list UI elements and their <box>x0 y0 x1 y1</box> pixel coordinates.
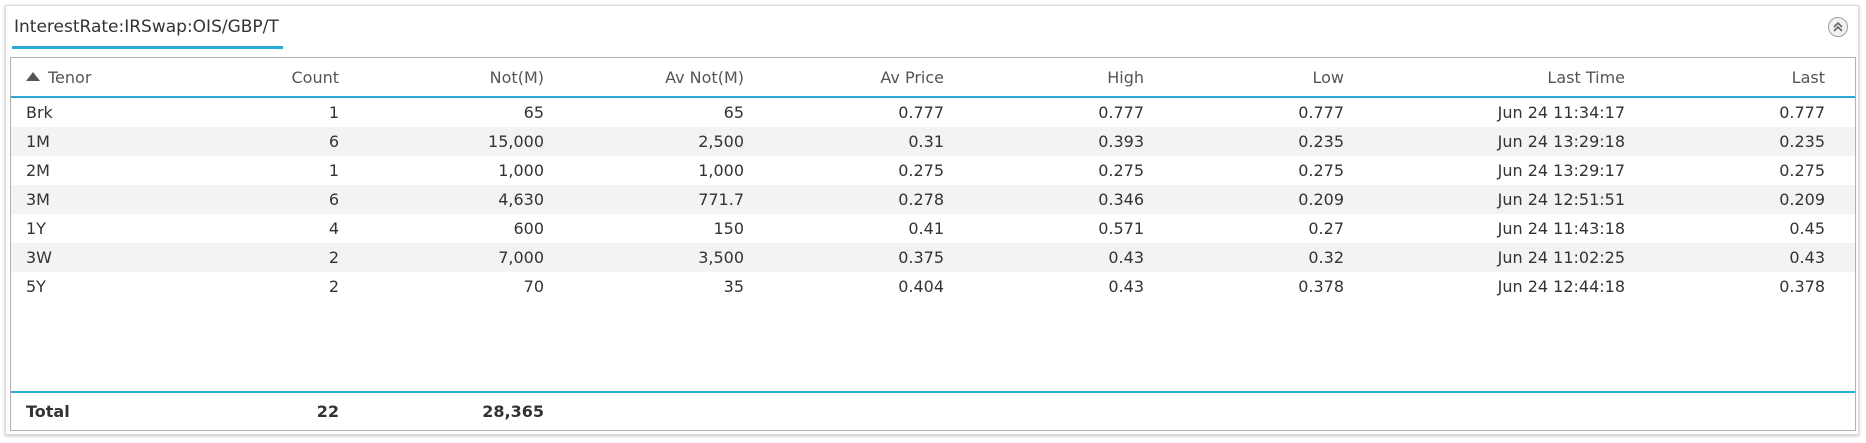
table-row[interactable]: 3M 6 4,630 771.7 0.278 0.346 0.209 Jun 24 12:51… <box>11 185 1855 214</box>
cell-last: 0.43 <box>1789 248 1825 267</box>
collapse-up-icon[interactable] <box>1828 17 1848 37</box>
cell-last-time: Jun 24 13:29:18 <box>1497 132 1625 151</box>
cell-count: 2 <box>328 277 339 296</box>
cell-tenor: 1M <box>26 132 50 151</box>
column-header-high[interactable]: High <box>1107 67 1144 87</box>
cell-not: 4,630 <box>498 190 544 209</box>
cell-count: 6 <box>328 132 339 151</box>
total-not: 28,365 <box>482 402 544 421</box>
cell-last-time: Jun 24 13:29:17 <box>1497 161 1625 180</box>
cell-low: 0.275 <box>1298 161 1344 180</box>
cell-last: 0.209 <box>1779 190 1825 209</box>
cell-high: 0.393 <box>1098 132 1144 151</box>
cell-last: 0.275 <box>1779 161 1825 180</box>
cell-tenor: Brk <box>26 103 53 122</box>
cell-low: 0.209 <box>1298 190 1344 209</box>
trade-summary-panel: InterestRate:IRSwap:OIS/GBP/T Tenor Coun… <box>5 5 1859 435</box>
cell-tenor: 3W <box>26 248 52 267</box>
table-row[interactable]: 1M 6 15,000 2,500 0.31 0.393 0.235 Jun 24 13:29… <box>11 127 1855 156</box>
cell-not: 600 <box>513 219 544 238</box>
cell-count: 1 <box>328 161 339 180</box>
column-header-low[interactable]: Low <box>1312 67 1344 87</box>
cell-low: 0.777 <box>1298 103 1344 122</box>
cell-last-time: Jun 24 11:34:17 <box>1497 103 1625 122</box>
panel-title: InterestRate:IRSwap:OIS/GBP/T <box>14 17 279 37</box>
column-header-tenor[interactable]: Tenor <box>26 58 226 96</box>
cell-high: 0.43 <box>1108 248 1144 267</box>
cell-av-price: 0.375 <box>898 248 944 267</box>
cell-count: 6 <box>328 190 339 209</box>
cell-av-not: 35 <box>723 277 744 296</box>
cell-last-time: Jun 24 12:44:18 <box>1497 277 1625 296</box>
cell-av-not: 65 <box>723 103 744 122</box>
cell-high: 0.43 <box>1108 277 1144 296</box>
cell-not: 15,000 <box>488 132 544 151</box>
column-header-last[interactable]: Last <box>1791 67 1825 87</box>
table-row[interactable]: 3W 2 7,000 3,500 0.375 0.43 0.32 Jun 24 11:02:2… <box>11 243 1855 272</box>
cell-low: 0.235 <box>1298 132 1344 151</box>
cell-tenor: 3M <box>26 190 50 209</box>
cell-high: 0.346 <box>1098 190 1144 209</box>
total-separator <box>11 391 1855 393</box>
column-header-last-time[interactable]: Last Time <box>1547 67 1625 87</box>
total-row: Total 22 28,365 <box>11 393 1855 430</box>
cell-not: 70 <box>523 277 544 296</box>
cell-high: 0.777 <box>1098 103 1144 122</box>
column-header-count[interactable]: Count <box>291 67 339 87</box>
cell-last-time: Jun 24 11:43:18 <box>1497 219 1625 238</box>
cell-av-price: 0.278 <box>898 190 944 209</box>
cell-tenor: 1Y <box>26 219 46 238</box>
cell-count: 2 <box>328 248 339 267</box>
cell-av-price: 0.404 <box>898 277 944 296</box>
title-underline <box>12 46 283 49</box>
cell-av-not: 150 <box>713 219 744 238</box>
table-row[interactable]: 2M 1 1,000 1,000 0.275 0.275 0.275 Jun 24 13:29… <box>11 156 1855 185</box>
cell-low: 0.32 <box>1308 248 1344 267</box>
cell-count: 1 <box>328 103 339 122</box>
cell-av-price: 0.41 <box>908 219 944 238</box>
cell-tenor: 5Y <box>26 277 46 296</box>
cell-last-time: Jun 24 11:02:25 <box>1497 248 1625 267</box>
trades-grid: Tenor Count Not(M) Av Not(M) Av Price Hi… <box>10 57 1856 431</box>
table-row[interactable]: Brk 1 65 65 0.777 0.777 0.777 Jun 24 11:34:17 0.… <box>11 98 1855 127</box>
cell-low: 0.27 <box>1308 219 1344 238</box>
cell-not: 65 <box>523 103 544 122</box>
cell-low: 0.378 <box>1298 277 1344 296</box>
cell-last: 0.45 <box>1789 219 1825 238</box>
cell-av-price: 0.31 <box>908 132 944 151</box>
cell-last: 0.235 <box>1779 132 1825 151</box>
sort-ascending-icon <box>26 71 40 81</box>
cell-av-not: 1,000 <box>698 161 744 180</box>
cell-not: 1,000 <box>498 161 544 180</box>
column-header-av-not[interactable]: Av Not(M) <box>665 67 744 87</box>
cell-av-price: 0.275 <box>898 161 944 180</box>
cell-av-not: 2,500 <box>698 132 744 151</box>
cell-av-price: 0.777 <box>898 103 944 122</box>
cell-count: 4 <box>328 219 339 238</box>
cell-not: 7,000 <box>498 248 544 267</box>
cell-high: 0.571 <box>1098 219 1144 238</box>
table-header-row: Tenor Count Not(M) Av Not(M) Av Price Hi… <box>11 58 1855 98</box>
table-row[interactable]: 5Y 2 70 35 0.404 0.43 0.378 Jun 24 12:44:18 0.37… <box>11 272 1855 301</box>
column-header-not[interactable]: Not(M) <box>489 67 544 87</box>
column-header-label: Tenor <box>48 67 92 87</box>
total-label: Total <box>26 402 70 421</box>
table-row[interactable]: 1Y 4 600 150 0.41 0.571 0.27 Jun 24 11:43:18 0.4… <box>11 214 1855 243</box>
cell-high: 0.275 <box>1098 161 1144 180</box>
total-count: 22 <box>316 402 339 421</box>
cell-tenor: 2M <box>26 161 50 180</box>
cell-av-not: 771.7 <box>698 190 744 209</box>
cell-last: 0.777 <box>1779 103 1825 122</box>
cell-last: 0.378 <box>1779 277 1825 296</box>
cell-av-not: 3,500 <box>698 248 744 267</box>
column-header-av-price[interactable]: Av Price <box>880 67 944 87</box>
cell-last-time: Jun 24 12:51:51 <box>1497 190 1625 209</box>
